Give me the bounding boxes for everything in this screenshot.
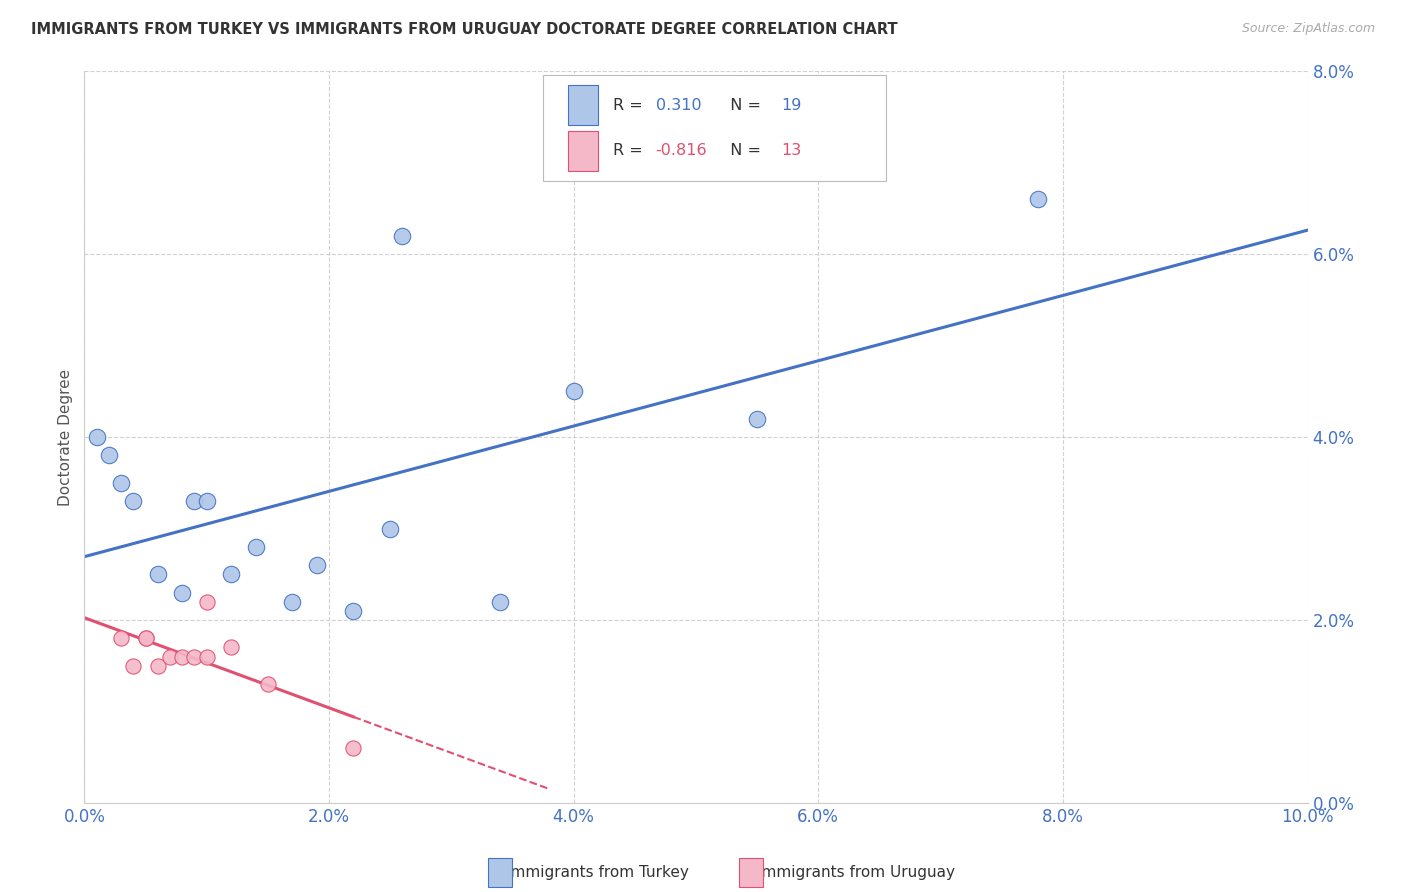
- Point: [342, 740, 364, 755]
- Point: [245, 540, 267, 554]
- Text: 0.310: 0.310: [655, 98, 702, 112]
- Y-axis label: Doctorate Degree: Doctorate Degree: [58, 368, 73, 506]
- Text: Immigrants from Turkey: Immigrants from Turkey: [506, 864, 689, 880]
- Point: [146, 658, 169, 673]
- Point: [122, 658, 145, 673]
- Point: [135, 632, 157, 646]
- Text: R =: R =: [613, 144, 648, 158]
- Point: [195, 649, 218, 664]
- Text: N =: N =: [720, 144, 766, 158]
- Point: [195, 494, 218, 508]
- Point: [135, 632, 157, 646]
- Point: [110, 632, 132, 646]
- FancyBboxPatch shape: [488, 858, 513, 887]
- Point: [146, 567, 169, 582]
- Text: IMMIGRANTS FROM TURKEY VS IMMIGRANTS FROM URUGUAY DOCTORATE DEGREE CORRELATION C: IMMIGRANTS FROM TURKEY VS IMMIGRANTS FRO…: [31, 22, 897, 37]
- Point: [219, 567, 242, 582]
- Point: [172, 585, 194, 599]
- Point: [1028, 193, 1050, 207]
- Point: [86, 430, 108, 444]
- Point: [489, 595, 512, 609]
- Point: [257, 677, 280, 691]
- FancyBboxPatch shape: [738, 858, 763, 887]
- FancyBboxPatch shape: [568, 86, 598, 126]
- Point: [159, 649, 181, 664]
- Point: [110, 475, 132, 490]
- Point: [305, 558, 328, 573]
- Text: -0.816: -0.816: [655, 144, 707, 158]
- Text: 19: 19: [782, 98, 801, 112]
- Text: 13: 13: [782, 144, 801, 158]
- Point: [183, 494, 205, 508]
- Text: Source: ZipAtlas.com: Source: ZipAtlas.com: [1241, 22, 1375, 36]
- Text: R =: R =: [613, 98, 648, 112]
- Point: [747, 412, 769, 426]
- Text: Immigrants from Uruguay: Immigrants from Uruguay: [758, 864, 955, 880]
- Point: [97, 449, 120, 463]
- Point: [122, 494, 145, 508]
- Text: N =: N =: [720, 98, 766, 112]
- Point: [183, 649, 205, 664]
- Point: [342, 604, 364, 618]
- Point: [219, 640, 242, 655]
- Point: [380, 521, 402, 535]
- Point: [172, 649, 194, 664]
- Point: [562, 384, 585, 399]
- Point: [281, 595, 304, 609]
- Point: [391, 229, 413, 244]
- Point: [195, 595, 218, 609]
- FancyBboxPatch shape: [543, 75, 886, 181]
- FancyBboxPatch shape: [568, 130, 598, 171]
